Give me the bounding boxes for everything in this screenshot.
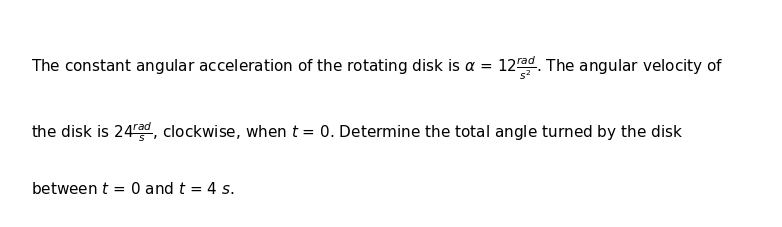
Text: between $t$ = 0 and $t$ = 4 $s$.: between $t$ = 0 and $t$ = 4 $s$.	[31, 180, 235, 196]
Text: the disk is 24$\frac{rad}{s}$, clockwise, when $t$ = 0. Determine the total angl: the disk is 24$\frac{rad}{s}$, clockwise…	[31, 120, 683, 143]
Text: The constant angular acceleration of the rotating disk is $\alpha$ = 12$\frac{ra: The constant angular acceleration of the…	[31, 54, 724, 82]
